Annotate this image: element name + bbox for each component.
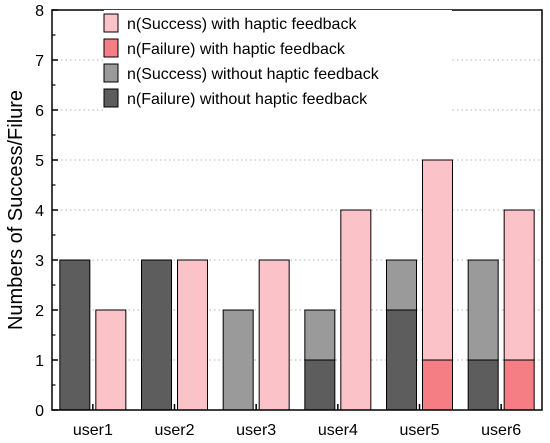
x-tick-label: user6 bbox=[481, 422, 521, 439]
y-tick-label: 5 bbox=[35, 153, 44, 170]
bar-user3-n-success-with-haptic-feedback bbox=[258, 259, 290, 411]
x-axis-ticks: user1 user2 user3 user4 user5 user6 bbox=[73, 404, 521, 439]
bar-user5-n-failure-without-haptic-feedback bbox=[386, 309, 417, 411]
legend-label-n-success-without-haptic-feedback: n(Success) without haptic feedback bbox=[127, 66, 380, 83]
legend: n(Success) with haptic feedback n(Failure… bbox=[103, 10, 452, 112]
y-axis-label: Numbers of Success/Filure bbox=[5, 90, 27, 330]
bar-user6-n-failure-without-haptic-feedback bbox=[467, 359, 499, 411]
x-tick-label: user3 bbox=[236, 422, 276, 439]
bar-user5-n-failure-with-haptic-feedback bbox=[422, 359, 453, 411]
legend-label-n-success-with-haptic-feedback: n(Success) with haptic feedback bbox=[127, 16, 357, 33]
bar-user6-n-failure-with-haptic-feedback bbox=[503, 359, 535, 411]
legend-label-n-failure-with-haptic-feedback: n(Failure) with haptic feedback bbox=[127, 41, 346, 58]
bars bbox=[59, 159, 535, 411]
x-tick-label: user2 bbox=[154, 422, 194, 439]
legend-swatch-n-failure-without-haptic-feedback bbox=[103, 88, 119, 108]
bar-user4-n-success-without-haptic-feedback bbox=[304, 309, 336, 361]
y-axis-ticks: 0 1 2 3 4 5 6 7 8 bbox=[35, 3, 58, 420]
bar-user5-n-success-without-haptic-feedback bbox=[386, 259, 417, 311]
bar-user1-n-success-with-haptic-feedback bbox=[95, 309, 127, 411]
legend-swatch-n-failure-with-haptic-feedback bbox=[103, 38, 119, 58]
y-tick-label: 8 bbox=[35, 3, 44, 20]
x-tick-label: user1 bbox=[73, 422, 113, 439]
legend-swatch-n-success-without-haptic-feedback bbox=[103, 63, 119, 83]
bar-user4-n-success-with-haptic-feedback bbox=[340, 209, 372, 411]
legend-label-n-failure-without-haptic-feedback: n(Failure) without haptic feedback bbox=[127, 91, 368, 108]
bar-user2-n-success-with-haptic-feedback bbox=[177, 259, 208, 411]
y-tick-label: 7 bbox=[35, 53, 44, 70]
legend-background bbox=[104, 10, 452, 112]
y-tick-label: 1 bbox=[35, 353, 44, 370]
legend-swatch-n-success-with-haptic-feedback bbox=[103, 13, 119, 33]
bar-user5-n-success-with-haptic-feedback bbox=[422, 159, 453, 361]
bar-user1-n-failure-without-haptic-feedback bbox=[59, 259, 91, 411]
bar-user6-n-success-without-haptic-feedback bbox=[467, 259, 499, 361]
y-tick-label: 3 bbox=[35, 253, 44, 270]
bar-user2-n-failure-without-haptic-feedback bbox=[141, 259, 172, 411]
x-tick-label: user5 bbox=[399, 422, 439, 439]
y-tick-label: 2 bbox=[35, 303, 44, 320]
bar-user4-n-failure-without-haptic-feedback bbox=[304, 359, 336, 411]
y-tick-label: 6 bbox=[35, 103, 44, 120]
y-tick-label: 0 bbox=[35, 403, 44, 420]
y-tick-label: 4 bbox=[35, 203, 44, 220]
x-tick-label: user4 bbox=[318, 422, 358, 439]
bar-user6-n-success-with-haptic-feedback bbox=[503, 209, 535, 361]
bar-user3-n-success-without-haptic-feedback bbox=[222, 309, 254, 411]
